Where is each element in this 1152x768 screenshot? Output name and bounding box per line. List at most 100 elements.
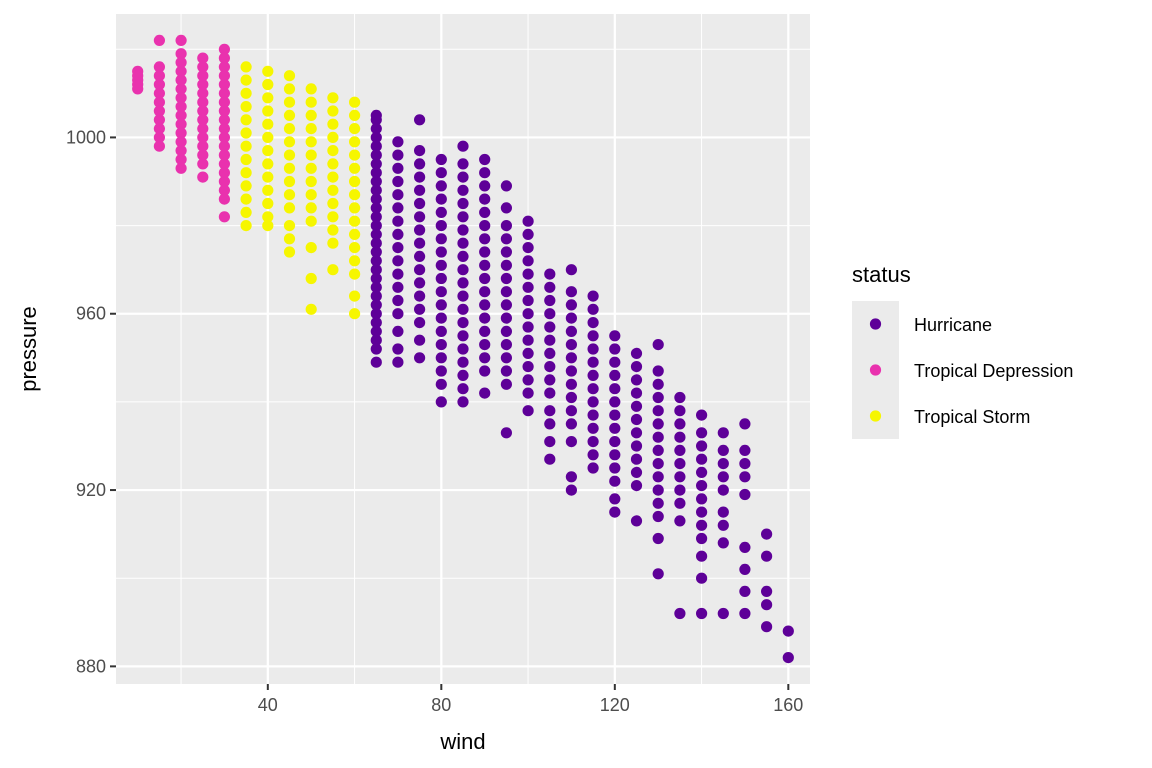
data-point bbox=[717, 607, 729, 620]
data-point bbox=[739, 607, 751, 620]
data-point bbox=[674, 607, 686, 620]
data-point bbox=[761, 528, 773, 540]
data-point bbox=[349, 242, 361, 254]
series-hurricane bbox=[370, 109, 794, 664]
data-point bbox=[262, 184, 274, 196]
data-point bbox=[522, 215, 534, 227]
data-point bbox=[240, 206, 252, 218]
data-point bbox=[153, 140, 165, 152]
data-point bbox=[240, 114, 252, 126]
data-point bbox=[782, 625, 794, 637]
data-point bbox=[674, 431, 686, 443]
data-point bbox=[652, 484, 664, 496]
data-point bbox=[500, 272, 512, 285]
data-point bbox=[652, 339, 664, 351]
data-point bbox=[305, 202, 317, 214]
data-point bbox=[609, 383, 621, 395]
data-point bbox=[761, 621, 773, 633]
data-point bbox=[565, 325, 578, 337]
data-point bbox=[500, 233, 512, 245]
data-point bbox=[500, 202, 512, 214]
data-point bbox=[370, 317, 382, 329]
legend: status Hurricane Tropical Depression Tropi… bbox=[852, 262, 1073, 439]
data-point bbox=[262, 105, 274, 117]
data-point bbox=[479, 233, 491, 245]
data-point bbox=[587, 356, 599, 368]
data-point bbox=[370, 193, 382, 205]
data-point bbox=[565, 264, 578, 276]
data-point bbox=[544, 334, 556, 346]
data-point bbox=[218, 131, 230, 143]
data-point bbox=[761, 599, 773, 611]
data-point bbox=[544, 453, 556, 465]
data-point bbox=[327, 211, 339, 223]
data-point bbox=[240, 87, 252, 99]
data-point bbox=[305, 272, 317, 285]
data-point bbox=[500, 246, 512, 258]
data-point bbox=[696, 427, 708, 439]
data-point bbox=[696, 572, 708, 584]
data-point bbox=[739, 471, 751, 483]
data-point bbox=[240, 167, 252, 179]
data-point bbox=[175, 56, 187, 69]
data-point bbox=[435, 220, 447, 232]
data-point bbox=[609, 330, 621, 342]
data-point bbox=[414, 184, 426, 196]
data-point bbox=[327, 237, 339, 249]
data-point bbox=[197, 78, 209, 91]
data-point bbox=[652, 458, 664, 470]
data-point bbox=[522, 255, 534, 267]
data-point bbox=[609, 396, 621, 408]
data-point bbox=[262, 158, 274, 170]
data-point bbox=[305, 149, 317, 161]
data-point bbox=[522, 361, 534, 373]
data-point bbox=[739, 418, 751, 430]
data-point bbox=[175, 83, 187, 95]
data-point bbox=[630, 453, 643, 465]
data-point bbox=[435, 365, 447, 377]
data-point bbox=[414, 250, 426, 262]
data-point bbox=[630, 480, 643, 492]
data-point bbox=[218, 184, 230, 196]
data-point bbox=[327, 197, 339, 210]
data-point bbox=[305, 175, 317, 188]
data-point bbox=[761, 550, 773, 562]
data-point bbox=[392, 189, 404, 201]
data-point bbox=[500, 299, 512, 311]
data-point bbox=[414, 114, 426, 126]
data-point bbox=[327, 184, 339, 196]
data-point bbox=[587, 396, 599, 408]
data-point bbox=[609, 506, 621, 518]
data-point bbox=[153, 34, 165, 47]
data-point bbox=[457, 197, 469, 210]
x-tick-label: 120 bbox=[600, 695, 630, 715]
data-point bbox=[544, 294, 556, 307]
data-point bbox=[587, 343, 599, 355]
data-point bbox=[717, 506, 729, 518]
data-point bbox=[240, 193, 252, 205]
data-point bbox=[414, 352, 426, 364]
x-tick-label: 80 bbox=[431, 695, 451, 715]
legend-title: status bbox=[852, 262, 911, 287]
data-point bbox=[262, 145, 274, 157]
data-point bbox=[435, 299, 447, 311]
data-point bbox=[565, 484, 578, 496]
data-point bbox=[218, 211, 230, 223]
data-point bbox=[327, 224, 339, 236]
data-point bbox=[132, 83, 144, 95]
data-point bbox=[349, 228, 361, 240]
data-point bbox=[457, 343, 469, 355]
data-point bbox=[457, 237, 469, 249]
data-point bbox=[175, 65, 187, 77]
data-point bbox=[609, 462, 621, 474]
data-point bbox=[544, 405, 556, 417]
data-point bbox=[587, 383, 599, 395]
data-point bbox=[435, 153, 447, 166]
data-point bbox=[392, 255, 404, 267]
data-point bbox=[262, 118, 274, 130]
data-point bbox=[370, 299, 382, 311]
data-point bbox=[370, 140, 382, 152]
data-point bbox=[414, 145, 426, 157]
data-point bbox=[392, 202, 404, 214]
